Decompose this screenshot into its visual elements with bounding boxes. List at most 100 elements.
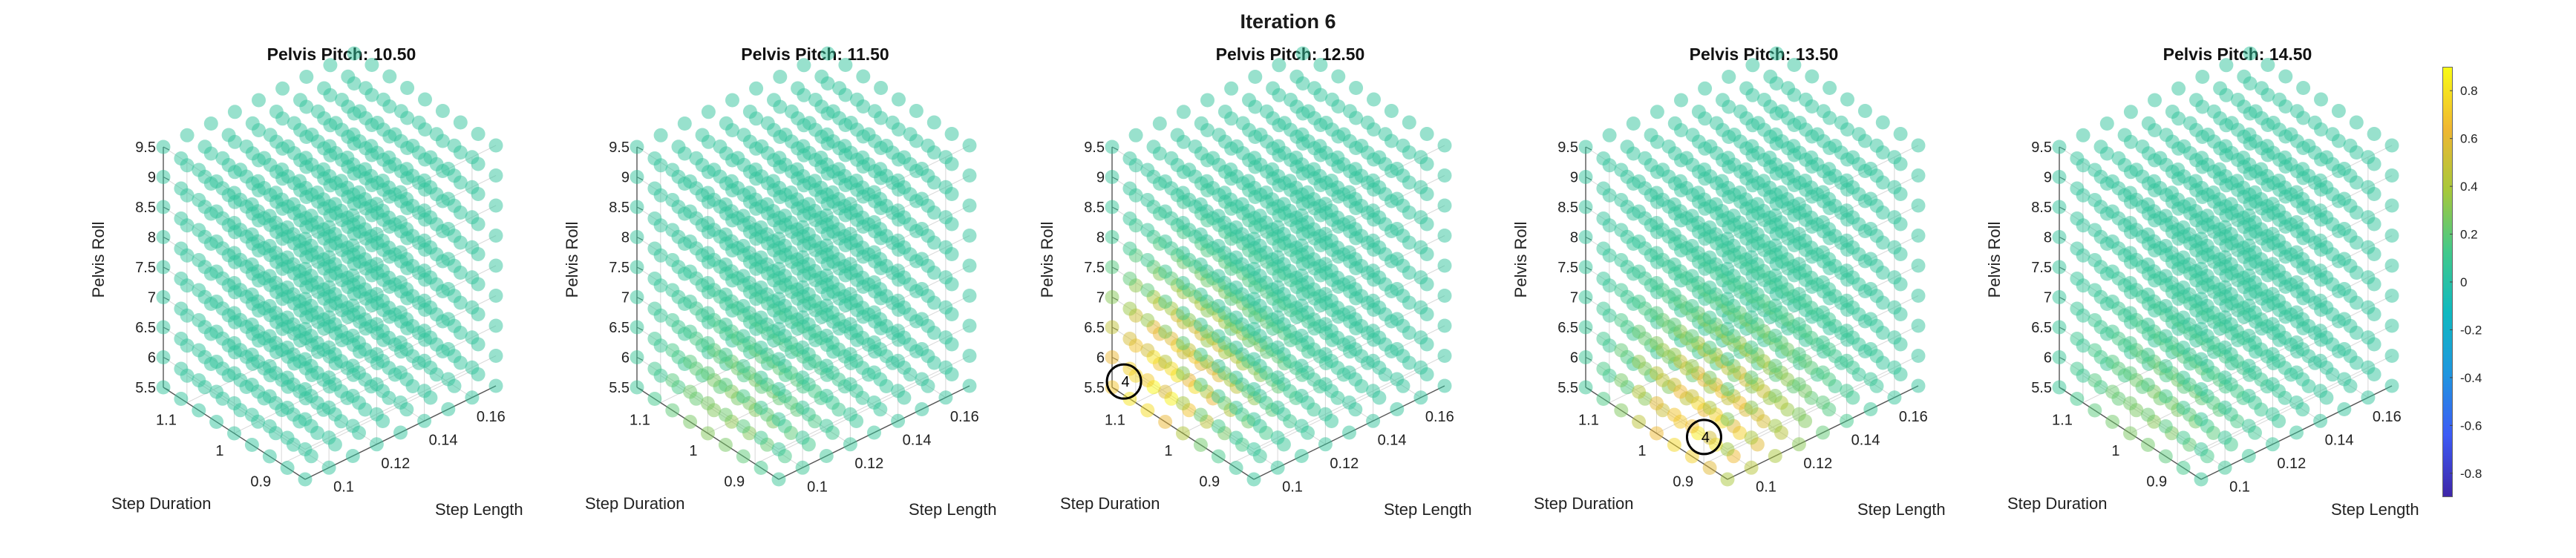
data-point [760,116,775,131]
data-point [2384,138,2399,153]
data-point [227,276,241,290]
data-point [2241,269,2256,283]
data-point [2088,403,2102,418]
data-point [1804,150,1819,165]
data-point [1390,282,1405,296]
data-point [310,104,325,119]
data-point [174,211,189,226]
data-point [2088,283,2102,298]
data-point [861,127,876,142]
data-point [1887,210,1902,225]
y-tick-label: 1.1 [156,413,177,429]
data-point [2337,162,2352,176]
data-point [298,262,313,276]
data-point [1791,197,1806,211]
data-point [2217,430,2232,445]
data-point [1307,81,1322,96]
data-point [1158,415,1173,429]
data-point [819,358,834,373]
data-point [393,395,408,410]
data-point [1301,104,1315,119]
y-tick-label: 1 [689,443,697,459]
data-point [2236,151,2251,165]
data-point [701,336,715,350]
data-point [345,238,360,253]
data-point [665,253,680,267]
data-point [832,81,847,96]
data-point [1318,377,1333,392]
data-point [2088,313,2102,327]
data-point [701,246,715,260]
data-point [488,229,503,243]
data-point [1294,389,1309,403]
subplot-title: Pelvis Pitch: 10.50 [267,45,416,64]
data-point [915,222,929,236]
colorbar-tick-label: 0.6 [2460,132,2478,146]
data-point [736,419,751,433]
data-point [647,361,662,376]
data-point [1578,200,1593,214]
data-point [1140,193,1155,207]
data-point [393,335,408,349]
data-point [393,305,408,320]
data-point [1146,140,1161,154]
data-point [1720,322,1735,336]
data-point [1774,104,1789,119]
z-tick-label: 6.5 [609,320,630,336]
data-point [2384,318,2399,333]
data-point [749,81,764,96]
data-point [1193,227,1208,242]
data-point [795,310,810,325]
data-point [1342,275,1356,289]
data-point [1863,282,1878,296]
callout-ring [1105,363,1142,400]
data-point [215,151,230,165]
data-point [1270,430,1285,445]
data-point [2325,127,2340,142]
z-tick-label: 6.5 [135,320,156,336]
data-point [2158,329,2173,344]
data-point [831,162,846,177]
data-point [843,197,857,211]
data-point [1342,245,1356,260]
scatter3d-plot: 5.5 6 6.5 7 7.5 8 8.5 9 9.5 0.9 1 1.1 0.1 0.12 0.14 0.1… [1511,46,1946,519]
data-point [647,211,662,226]
data-point [814,151,828,165]
data-point [2384,168,2399,183]
data-point [915,282,929,296]
data-point [1632,264,1647,279]
data-point [1122,332,1137,346]
data-point [1140,403,1155,418]
data-point [1720,472,1735,487]
data-point [2088,163,2102,177]
data-point [2052,140,2067,154]
data-point [2266,116,2281,130]
data-point [192,193,206,207]
data-point [867,185,881,200]
data-point [1911,289,1926,303]
data-point [1614,223,1629,237]
data-point [1390,312,1405,326]
data-point [2105,415,2120,429]
data-point [1270,340,1285,355]
data-point [488,349,503,363]
data-point [718,438,733,452]
data-point [867,275,881,289]
data-point [2260,58,2275,72]
data-point [1596,151,1611,165]
data-point [1105,290,1119,304]
data-point [359,81,373,96]
data-point [1122,241,1137,256]
data-point [891,293,906,308]
data-point [2140,438,2155,452]
data-point [2384,289,2399,303]
data-point [2070,301,2085,316]
data-point [1122,301,1137,316]
data-point [1768,449,1782,463]
data-point [2241,209,2256,223]
data-point [192,253,206,267]
z-tick-label: 8 [621,230,630,246]
figure-title: Iteration 6 [1240,10,1336,33]
data-point [488,378,503,393]
data-point [2123,186,2137,200]
